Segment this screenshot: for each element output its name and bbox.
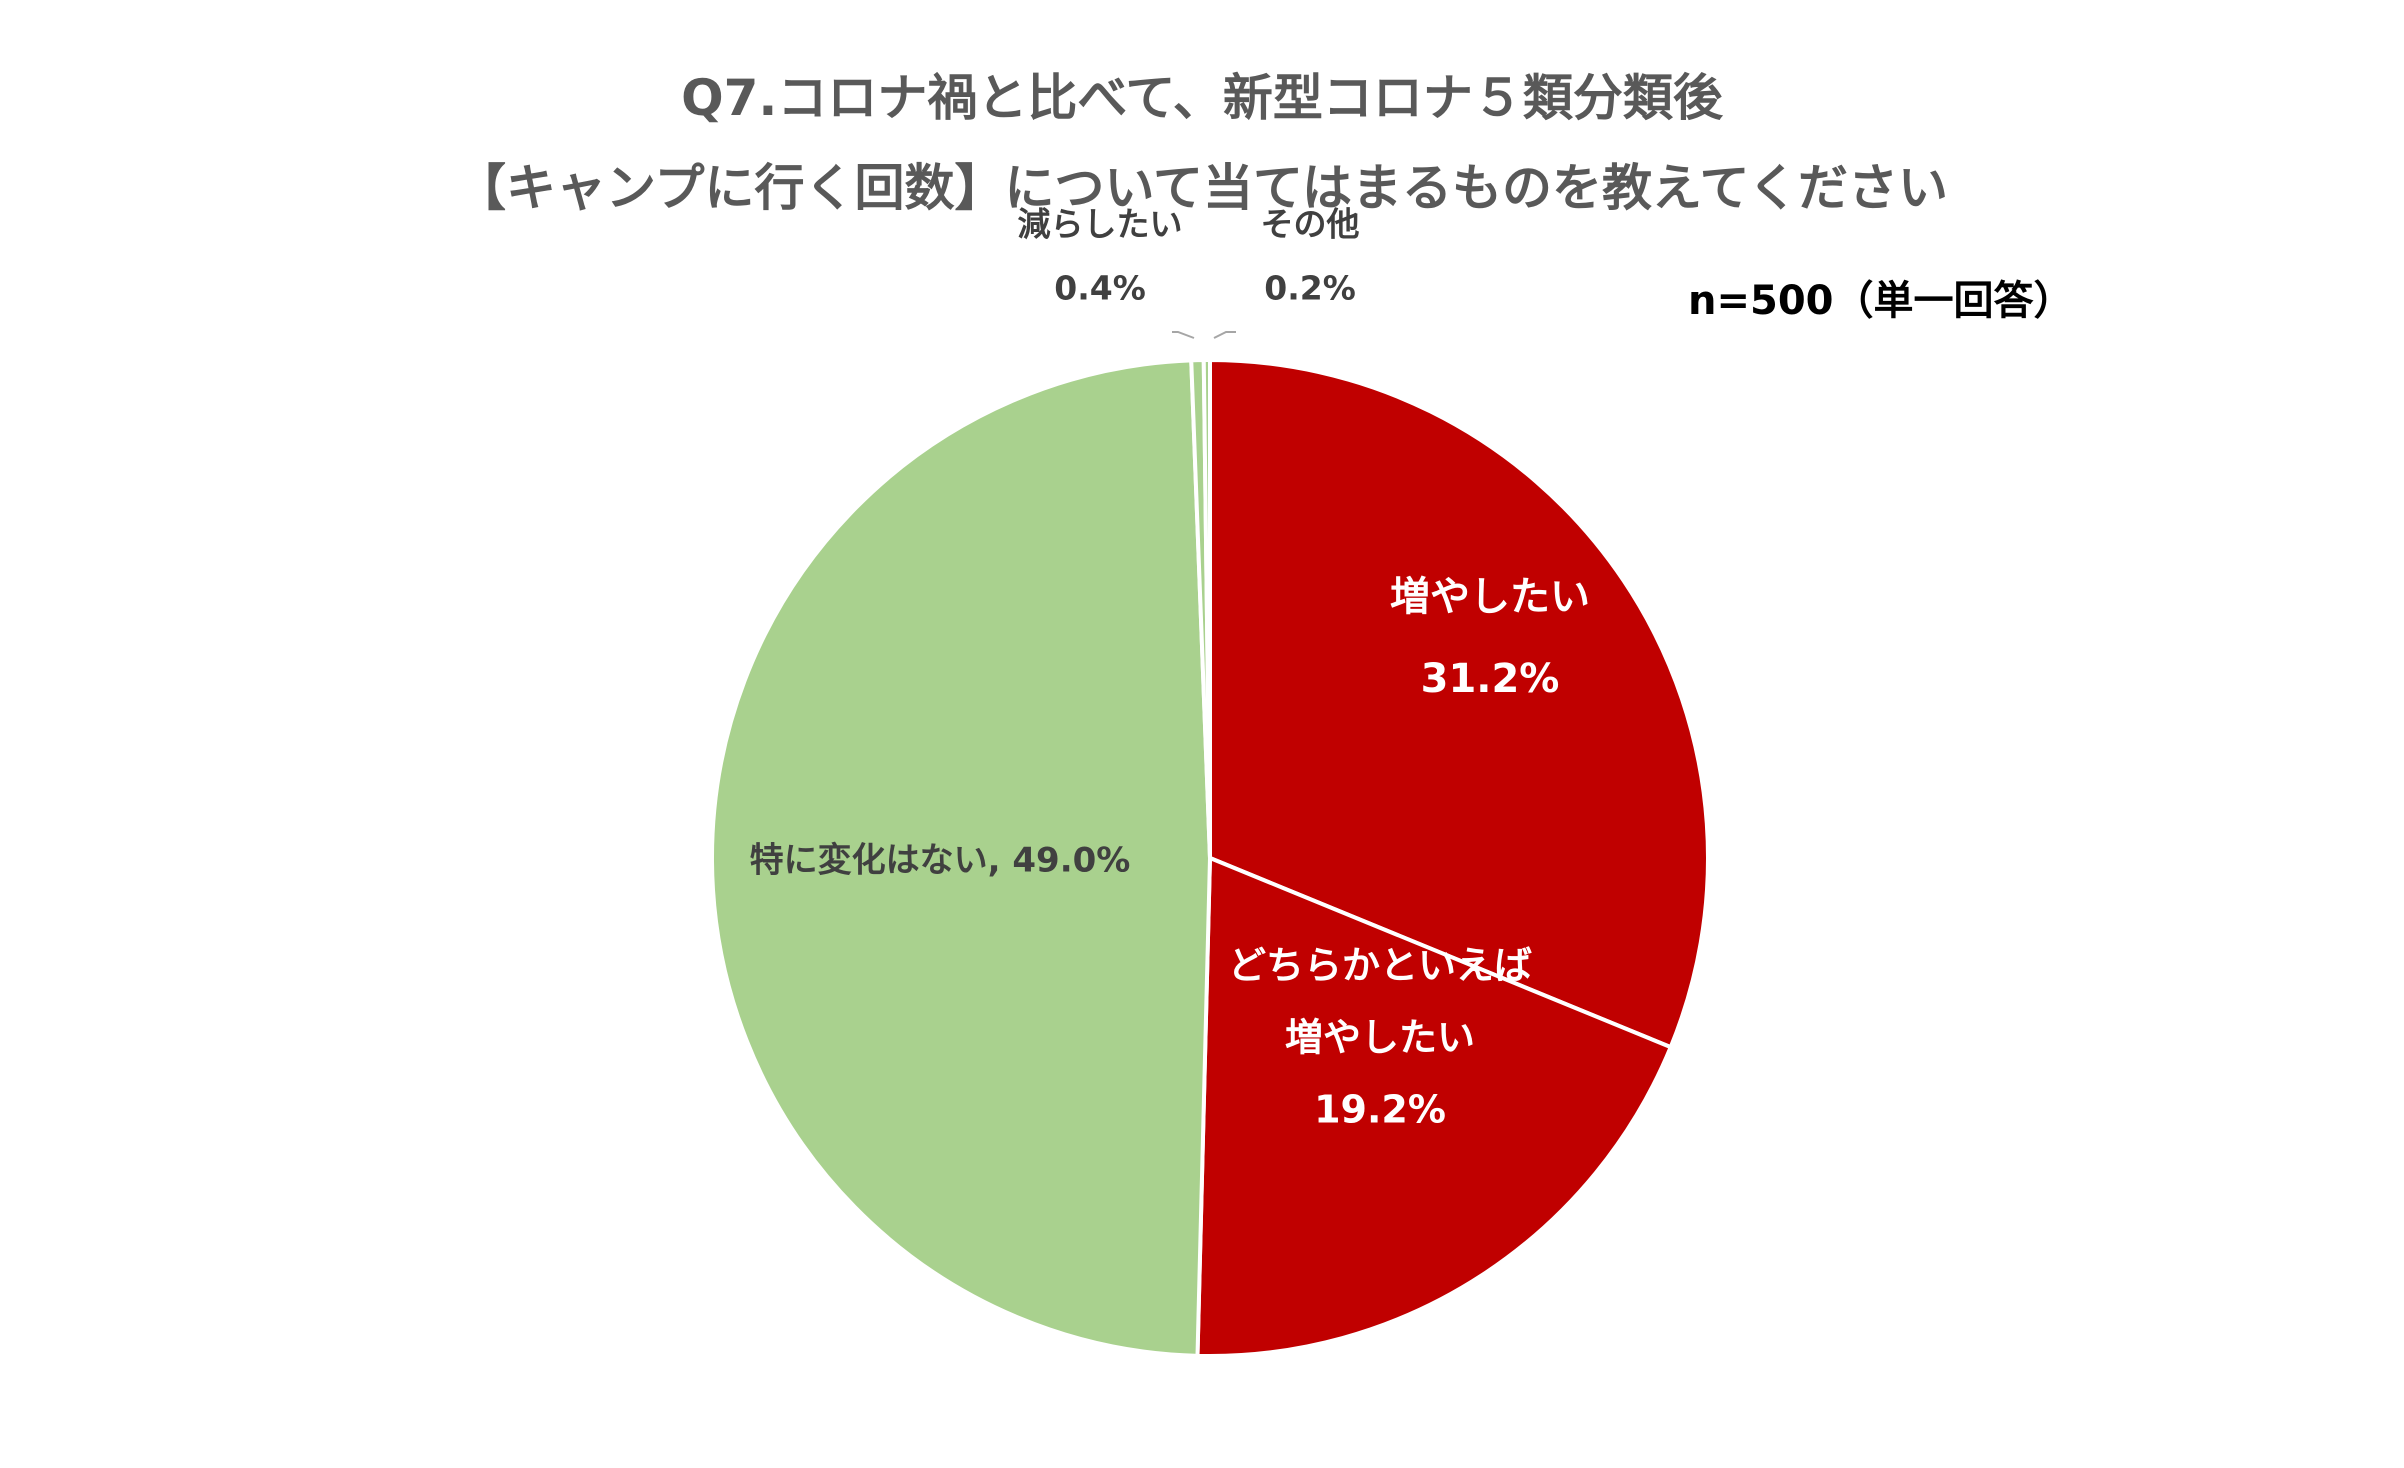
chart-subtitle: 【キャンプに行く回数】について当てはまるものを教えてください <box>456 159 1948 217</box>
data-label-value-0: 31.2% <box>1421 656 1560 702</box>
sample-size-note: n=500（単一回答） <box>1688 278 2074 324</box>
data-label-text-0: 増やしたい <box>1390 574 1590 620</box>
chart-title: Q7.コロナ禍と比べて、新型コロナ５類分類後 <box>681 69 1723 127</box>
pie-slice-1 <box>1195 855 1674 1358</box>
pie-slice-4 <box>1201 357 1212 859</box>
data-label-text-4: その他 <box>1261 205 1360 244</box>
leader-line-3 <box>1172 331 1195 339</box>
leader-line-4 <box>1213 331 1236 339</box>
leader-lines <box>1172 331 1236 339</box>
pie-slices <box>710 357 1710 1358</box>
data-label-text-1: どちらかといえば <box>1228 944 1532 988</box>
pie-slice-2 <box>710 358 1213 1358</box>
data-label-value-1: 19.2% <box>1314 1088 1446 1132</box>
pie-slice-0 <box>1208 357 1710 1050</box>
data-label-value-3: 0.4% <box>1054 269 1146 308</box>
data-label-text-1: 増やしたい <box>1285 1016 1475 1060</box>
data-label-value-4: 0.2% <box>1264 269 1356 308</box>
data-label-text-3: 減らしたい <box>1018 205 1183 244</box>
data-label-text-2: 特に変化はない, 49.0% <box>750 841 1131 881</box>
